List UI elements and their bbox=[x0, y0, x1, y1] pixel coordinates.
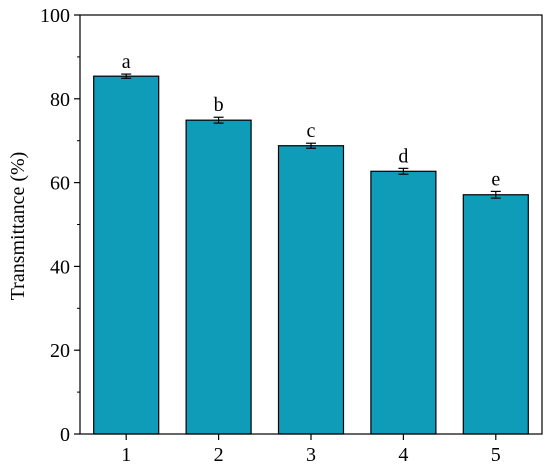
bar-1 bbox=[93, 75, 160, 435]
bar-3 bbox=[277, 145, 345, 435]
y-tick-label-40: 40 bbox=[50, 256, 70, 278]
axes-layer: 1 2 3 4 5 0 20 40 60 80 100 bbox=[40, 5, 543, 466]
error-bar-4 bbox=[398, 167, 409, 175]
significance-label-2: b bbox=[214, 94, 224, 116]
y-tick-label-0: 0 bbox=[60, 424, 70, 446]
y-tick-label-100: 100 bbox=[40, 5, 70, 27]
x-tick-label-3: 3 bbox=[306, 444, 316, 466]
x-tick-label-1: 1 bbox=[121, 444, 131, 466]
x-tick-label-5: 5 bbox=[491, 444, 501, 466]
significance-label-5: e bbox=[491, 168, 500, 190]
bar-4 bbox=[370, 170, 437, 435]
y-tick-label-20: 20 bbox=[50, 340, 70, 362]
plot-frame bbox=[79, 14, 543, 435]
significance-labels-layer: a b c d e bbox=[122, 51, 501, 190]
x-tick-label-4: 4 bbox=[398, 444, 408, 466]
bar-2 bbox=[185, 119, 252, 435]
error-bar-3 bbox=[306, 142, 316, 149]
bar-5 bbox=[462, 194, 529, 435]
significance-label-3: c bbox=[307, 120, 316, 142]
x-tick-label-2: 2 bbox=[214, 444, 224, 466]
y-tick-label-60: 60 bbox=[50, 173, 70, 195]
error-bars-layer bbox=[121, 73, 501, 199]
y-axis-title: Transmittance (%) bbox=[7, 152, 29, 301]
y-tick-label-80: 80 bbox=[50, 89, 70, 111]
error-bar-2 bbox=[213, 116, 224, 124]
error-bar-5 bbox=[490, 190, 501, 199]
significance-label-1: a bbox=[122, 51, 131, 73]
error-bar-1 bbox=[121, 73, 132, 79]
significance-label-4: d bbox=[398, 145, 408, 167]
